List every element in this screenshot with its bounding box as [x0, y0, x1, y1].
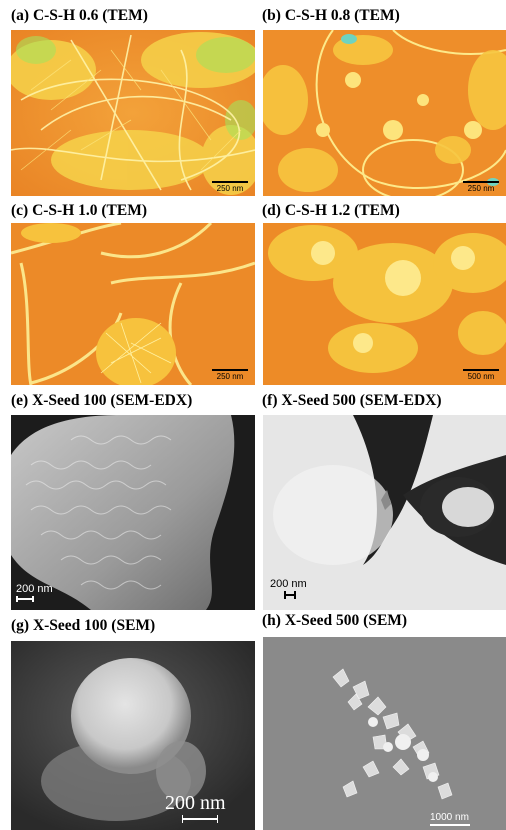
panel-b-scale-label: 250 nm [467, 184, 495, 193]
panel-b-scale-bar: 250 nm [463, 181, 499, 193]
panel-g-label: (g) X-Seed 100 (SEM) [11, 617, 156, 634]
panel-h-scale-label: 1000 nm [430, 812, 469, 823]
panel-a-image [11, 30, 255, 196]
panel-e-image [11, 415, 255, 610]
panel-c-image [11, 223, 255, 385]
panel-d-image [263, 223, 506, 385]
panel-d-label: (d) C-S-H 1.2 (TEM) [262, 202, 400, 219]
panel-c-scale-bar: 250 nm [212, 369, 248, 381]
panel-a-label: (a) C-S-H 0.6 (TEM) [11, 7, 148, 24]
panel-c-scale-label: 250 nm [216, 372, 244, 381]
panel-f-scale-bar: 200 nm [270, 578, 307, 599]
panel-h-scale-bar: 1000 nm [430, 812, 470, 826]
panel-e-label: (e) X-Seed 100 (SEM-EDX) [11, 392, 193, 409]
panel-f-scale-label: 200 nm [270, 578, 307, 590]
panel-e-scale-bar: 200 nm [16, 583, 53, 602]
panel-g-scale-label: 200 nm [165, 792, 226, 814]
panel-e-scale-label: 200 nm [16, 583, 53, 595]
panel-b-image [263, 30, 506, 196]
panel-g-scale-bar: 200 nm [165, 792, 226, 823]
panel-d-scale-bar: 500 nm [463, 369, 499, 381]
panel-f-image [263, 415, 506, 610]
panel-a-scale-bar: 250 nm [212, 181, 248, 193]
panel-h-label: (h) X-Seed 500 (SEM) [262, 612, 408, 629]
panel-d-scale-label: 500 nm [467, 372, 495, 381]
panel-b-label: (b) C-S-H 0.8 (TEM) [262, 7, 400, 24]
panel-c-label: (c) C-S-H 1.0 (TEM) [11, 202, 148, 219]
panel-a-scale-label: 250 nm [216, 184, 244, 193]
panel-g-image [11, 641, 255, 830]
panel-h-image [263, 637, 506, 830]
panel-f-label: (f) X-Seed 500 (SEM-EDX) [262, 392, 442, 409]
